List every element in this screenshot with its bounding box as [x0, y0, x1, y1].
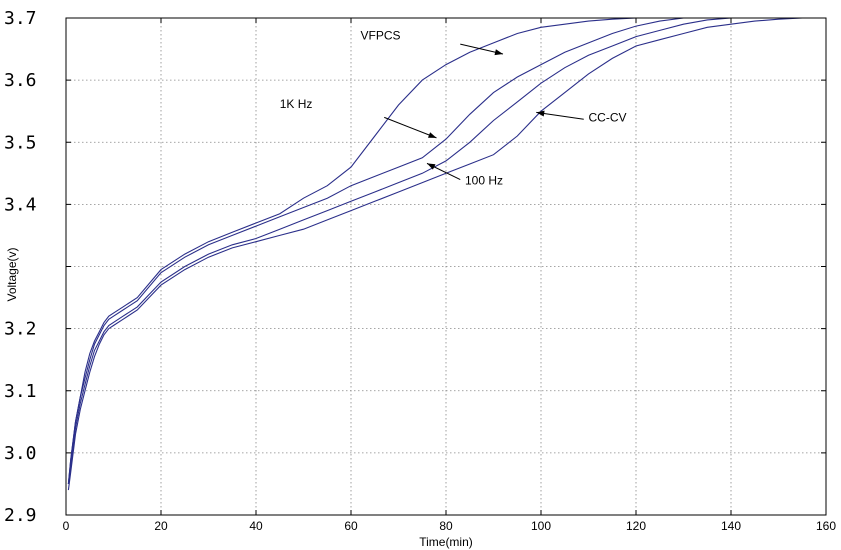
series-line-1k-hz: [67, 17, 684, 484]
y-tick-label: 3.7: [4, 8, 37, 29]
y-tick-label: 3.0: [4, 443, 37, 464]
x-tick-label: 0: [63, 519, 70, 533]
annotation-label: CC-CV: [589, 111, 627, 125]
plot-frame: [65, 17, 827, 516]
y-tick-label: 3.4: [4, 194, 37, 215]
y-tick-label: 3.6: [4, 70, 37, 91]
annotation-arrowhead: [428, 132, 437, 138]
x-tick-label: 80: [439, 519, 453, 533]
y-tick-label: 3.2: [4, 319, 37, 340]
annotation-label: 100 Hz: [465, 173, 503, 187]
x-tick-label: 20: [154, 519, 168, 533]
y-tick-label: 3.5: [4, 132, 37, 153]
annotations: VFPCS 1K Hz 100 Hz CC-CV: [280, 29, 627, 188]
y-tick-label: 3.1: [4, 381, 37, 402]
x-tick-label: 120: [626, 519, 646, 533]
annotation-arrow-line: [536, 111, 584, 120]
series-line-100-hz: [67, 17, 732, 484]
y-tick-label: 2.9: [4, 505, 37, 526]
annotation-arrow-line: [384, 116, 437, 139]
x-tick-labels: 0 20 40 60 80 100 120 140 160: [63, 519, 837, 533]
x-tick-label: 60: [344, 519, 358, 533]
y-tick-labels: 2.9 3.0 3.1 3.2 3.4 3.5 3.6 3.7: [4, 8, 37, 526]
annotation-arrowhead: [427, 163, 436, 170]
series-lines: [67, 17, 803, 491]
y-axis-label: Voltage(v): [5, 247, 19, 301]
annotation-label: VFPCS: [361, 29, 401, 43]
series-line-vfpcs: [67, 17, 637, 484]
x-tick-label: 100: [531, 519, 551, 533]
annotation-label: 1K Hz: [280, 97, 313, 111]
annotation-arrowhead: [536, 110, 545, 117]
grid: [65, 17, 827, 516]
series-line-cc-cv: [67, 17, 803, 491]
annotation-arrowhead: [494, 49, 503, 56]
x-axis-label: Time(min): [419, 535, 473, 549]
x-tick-label: 160: [816, 519, 836, 533]
x-tick-label: 140: [721, 519, 741, 533]
x-tick-label: 40: [249, 519, 263, 533]
